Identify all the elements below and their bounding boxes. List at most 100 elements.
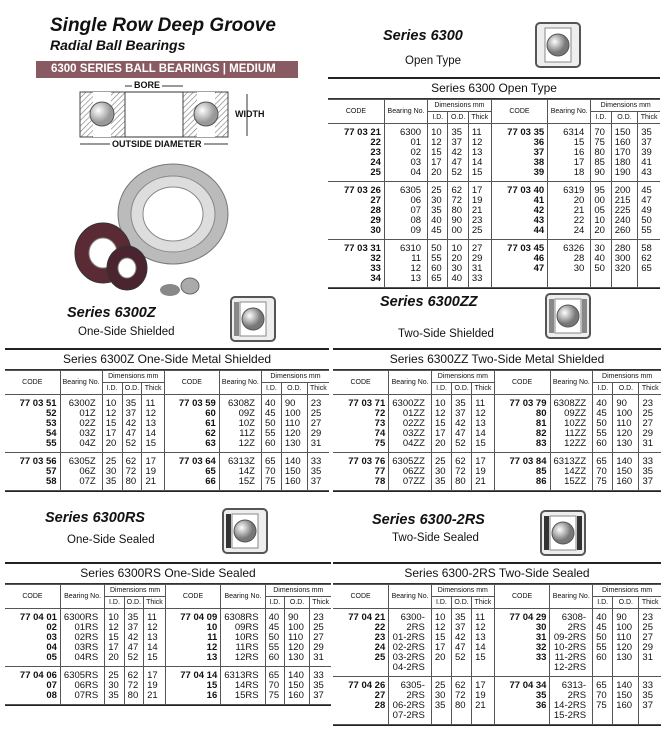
cell-value: 37 [127,622,139,633]
od-header: O.D. [451,382,473,395]
cell-value: 14 [471,157,483,168]
cell-value: 07-2RS [392,710,425,721]
bearing-no-cell: 6313RS 14RS 15RS [220,666,266,705]
cell-value: 14 [147,642,158,653]
cell-value: 12 [471,137,483,148]
cell-value: 10 [434,612,446,623]
table-row-group: 77 04 21 22 23 24 25 6300-2RS 01-2RS 02-2RS 03-2… [333,608,661,677]
cell-value: 09-2RS [553,632,587,643]
cell-value: 74 [374,428,386,439]
cell-value: 06-2RS [392,700,425,711]
table-row-group: 77 03 31 32 33 34 6310 11 12 13 50 55 60 65 10 20 30 40… [328,239,660,288]
cell-value: 60 [205,408,216,419]
cell-value: 14RS [234,680,259,691]
cell-value: 62 [125,456,137,467]
cell-value: 150 [616,690,633,701]
cell-value: 10-2RS [553,642,587,653]
cell-value: 06ZZ [402,466,425,477]
cell-value: 25 [108,670,119,681]
cell-value: 19 [475,690,486,701]
width-label: WIDTH [235,109,265,119]
od-header: O.D. [612,596,640,609]
open-bearing-icon [535,22,581,73]
cell-value: 63 [205,438,216,449]
cell-value: 12 [475,408,486,419]
cell-value: 29 [310,428,322,439]
page-title: Single Row Deep Groove [50,15,276,36]
cell-value: 35 [127,612,139,623]
outer-diameter-cell: 200 215 225 240 260 [610,181,638,240]
cell-value: 41 [533,195,545,206]
cell-value: 25 [642,622,653,633]
cell-value: 90 [284,398,296,409]
inner-diameter-cell: 25 30 35 [104,666,125,705]
cell-value: 30 [431,195,442,206]
cell-value: 11RS [235,642,259,653]
cell-value: 33 [642,456,654,467]
cell-value: 10 [105,398,117,409]
bearing-no-header: Bearing No. [218,370,262,395]
inner-diameter-cell: 10 12 15 17 20 [430,608,452,677]
id-header: I.D. [102,382,123,395]
id-header: I.D. [104,596,125,609]
cell-value: 100 [284,408,301,419]
cell-value: 160 [616,476,633,487]
cell-value: 11 [145,398,156,409]
cell-value: 52 [46,408,57,419]
code-header: CODE [333,584,390,609]
cell-value: 75 [596,476,607,487]
cell-value: 13 [475,418,486,429]
cell-value: 6314 [563,127,585,138]
id-header: I.D. [431,596,453,609]
cell-value: 20 [108,652,119,663]
cell-value: 23 [310,398,322,409]
thickness-cell: 58 62 65 [637,239,660,288]
cell-value: 11 [475,612,485,623]
cell-value: 40 [264,398,276,409]
cell-value: 12Z [238,438,255,449]
cell-value: 25 [310,408,322,419]
bearing-no-cell: 6314 15 16 17 18 [547,123,591,182]
cell-value: 30 [535,622,547,633]
code-cell: 77 03 71 72 73 74 75 [333,394,389,453]
cell-value: 77 03 84 [509,456,547,467]
cell-value: 60 [431,263,442,274]
cell-value: 43 [641,167,652,178]
cell-value: 08 [410,215,422,226]
cell-value: 77 04 14 [180,670,218,681]
cell-value: 100 [616,408,633,419]
outer-diameter-cell: 35 37 42 47 52 [450,608,472,677]
cell-value: 50 [268,632,280,643]
cell-value: 25 [471,225,483,236]
cell-value: 21 [145,476,157,487]
code-header: CODE [164,584,222,609]
cell-value: 37 [125,408,137,419]
cell-value: 37 [313,690,324,701]
cell-value: 77 04 34 [509,680,547,691]
cell-value: 86 [535,476,547,487]
cell-value: 13 [410,273,422,284]
cell-value: 25 [434,680,446,691]
cell-value: 37 [451,137,463,148]
cell-value: 15Z [238,476,255,487]
cell-value: 15 [108,632,119,643]
outer-diameter-cell: 90 100 110 120 130 [283,608,310,667]
code-cell: 77 04 01 02 03 04 05 [5,608,61,667]
cell-value: 02 [46,622,57,633]
cell-value: 77 03 71 [348,398,386,409]
cell-value: 72 [451,195,463,206]
od-header: O.D. [121,382,143,395]
cell-value: 03 [46,632,57,643]
bearing-no-cell: 6300 01 02 03 04 [383,123,428,182]
cell-value: 30 [435,466,446,477]
cell-value: 17 [471,185,483,196]
cell-value: 00 [451,225,463,236]
cell-value: 47 [455,642,466,653]
inner-diameter-cell: 40 45 50 55 60 [592,608,613,677]
inner-diameter-cell: 65 70 75 [592,676,613,725]
cell-value: 11 [411,253,422,264]
cell-value: 77 03 56 [19,456,57,467]
cell-value: 30 [370,225,381,236]
cell-value: 77 04 26 [348,680,386,691]
bearing-no-header: Bearing No. [549,584,594,609]
